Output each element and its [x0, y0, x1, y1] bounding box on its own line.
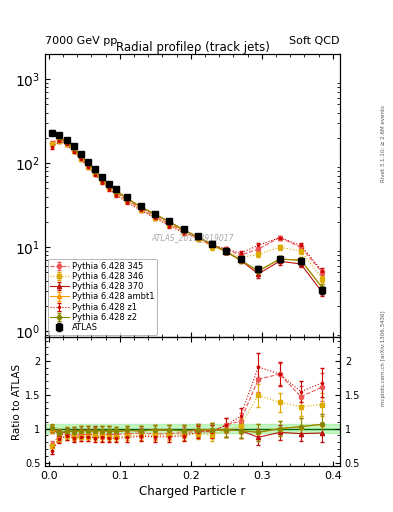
Legend: Pythia 6.428 345, Pythia 6.428 346, Pythia 6.428 370, Pythia 6.428 ambt1, Pythia: Pythia 6.428 345, Pythia 6.428 346, Pyth…	[48, 259, 157, 335]
Text: Soft QCD: Soft QCD	[290, 36, 340, 46]
Text: 7000 GeV pp: 7000 GeV pp	[45, 36, 118, 46]
Text: Rivet 3.1.10; ≥ 2.6M events: Rivet 3.1.10; ≥ 2.6M events	[381, 105, 386, 182]
Y-axis label: Ratio to ATLAS: Ratio to ATLAS	[12, 364, 22, 440]
Text: ATLAS_2011_I919017: ATLAS_2011_I919017	[151, 233, 234, 243]
Title: Radial profileρ (track jets): Radial profileρ (track jets)	[116, 41, 270, 54]
X-axis label: Charged Particle r: Charged Particle r	[140, 485, 246, 498]
Text: mcplots.cern.ch [arXiv:1306.3436]: mcplots.cern.ch [arXiv:1306.3436]	[381, 311, 386, 406]
Bar	[45, 424, 340, 433]
